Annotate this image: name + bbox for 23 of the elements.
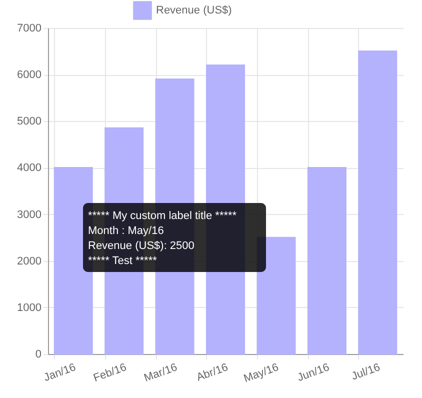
y-tick-label: 6000: [17, 69, 42, 82]
y-tick-label: 4000: [17, 162, 42, 174]
y-tick-label: 5000: [17, 116, 42, 128]
x-tick-label: Jan/16: [42, 362, 78, 384]
x-tick-label: May/16: [242, 362, 280, 386]
annotation: ***** My custom label title *****: [88, 210, 238, 222]
annotation: Revenue (US$): 2500: [88, 240, 194, 252]
annotation: Month : May/16: [88, 225, 164, 237]
x-tick-label: Abr/16: [195, 362, 230, 384]
bar: [256, 236, 296, 355]
bar: [307, 166, 346, 355]
x-tick-label: Jul/16: [350, 362, 382, 383]
x-tick-label: Jun/16: [296, 362, 332, 384]
y-tick-label: 7000: [17, 22, 42, 34]
x-tick-label: Feb/16: [92, 362, 128, 384]
y-tick-label: 2000: [17, 255, 42, 268]
bar: [358, 50, 398, 355]
annotation: ***** Test *****: [88, 255, 158, 267]
y-tick-label: 3000: [17, 208, 42, 221]
y-tick-label: 1000: [17, 302, 42, 314]
legend-label: Revenue (US$): [156, 4, 232, 16]
y-tick-label: 0: [35, 348, 42, 360]
x-tick-label: Mar/16: [142, 362, 179, 384]
